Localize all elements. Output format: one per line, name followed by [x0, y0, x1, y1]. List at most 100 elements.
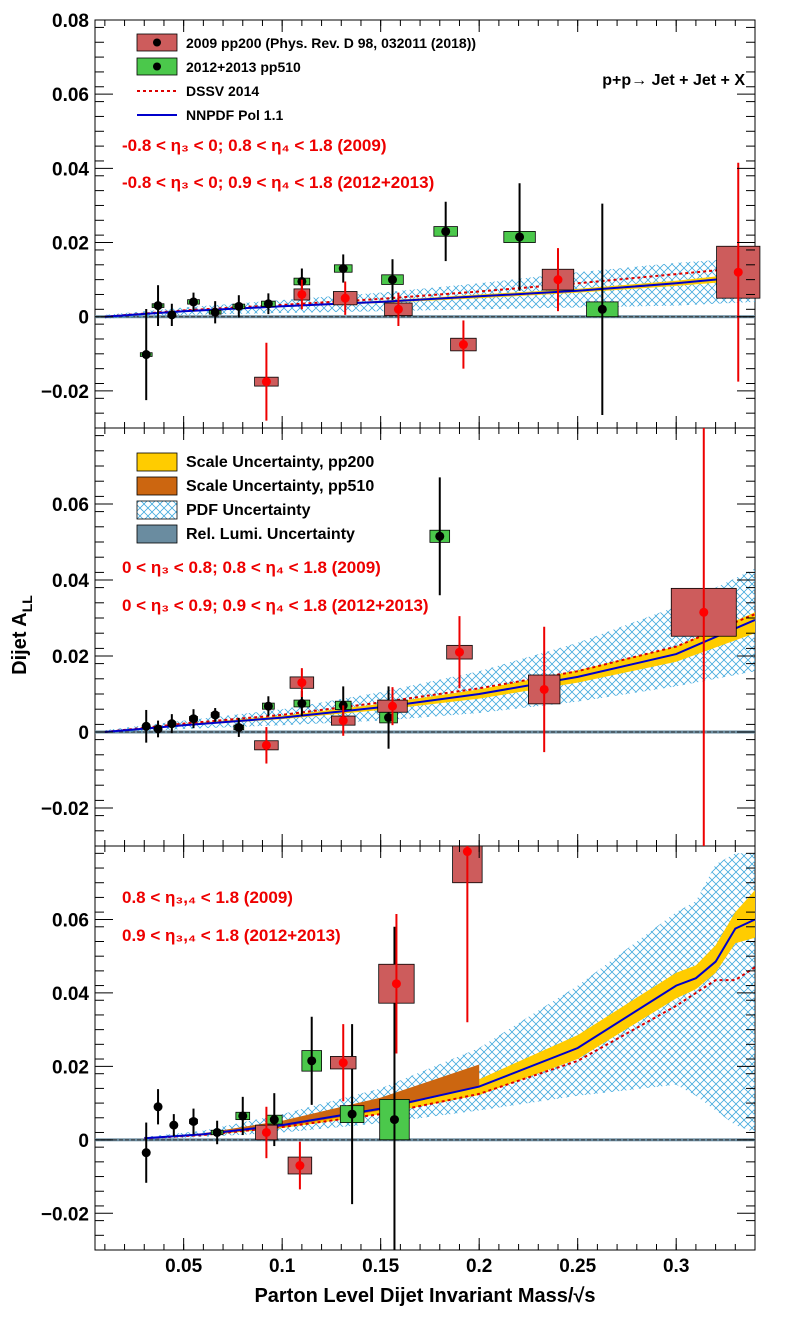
pp200-point-marker	[387, 701, 397, 711]
y-tick-label: 0.04	[52, 159, 89, 180]
y-tick-label: 0.04	[52, 984, 89, 1005]
pdf-band	[104, 568, 755, 734]
legend-label-nnpdf: NNPDF Pol 1.1	[186, 107, 283, 123]
dssv-curve	[104, 265, 756, 318]
pp510-point-marker	[212, 1127, 222, 1137]
pp510-point-marker	[234, 722, 244, 732]
y-tick-label: 0.02	[52, 647, 89, 668]
y-tick-label: 0.08	[52, 11, 89, 32]
process-label: p+p→ Jet + Jet + X	[602, 72, 745, 89]
pp200-point-marker	[454, 647, 464, 657]
panel-3-label-2012: 0.9 < η₃,₄ < 1.8 (2012+2013)	[122, 926, 341, 945]
panel-1-label-2009: -0.8 < η₃ < 0; 0.8 < η₄ < 1.8 (2009)	[122, 136, 387, 155]
y-tick-label: 0	[78, 1131, 89, 1152]
pp510-point-marker	[189, 297, 199, 307]
pp510-point-marker	[384, 713, 394, 723]
legend-swatch-scale-pp200	[136, 452, 178, 472]
y-tick-label: 0	[78, 308, 89, 329]
x-tick-label: 0.3	[663, 1256, 689, 1277]
pp510-point-marker	[389, 1115, 399, 1125]
pp510-point-marker	[387, 275, 397, 285]
pp200-point-marker	[338, 1058, 348, 1068]
y-tick-label: 0.06	[52, 85, 89, 106]
pp200-point-marker	[391, 979, 401, 989]
pp510-point-marker	[141, 1148, 151, 1158]
pp510-point-marker	[597, 304, 607, 314]
panel-3-label-2009: 0.8 < η₃,₄ < 1.8 (2009)	[122, 888, 293, 907]
x-tick-label: 0.1	[269, 1256, 296, 1277]
pp510-point-marker	[153, 1102, 163, 1112]
legend-label-pp200: 2009 pp200 (Phys. Rev. D 98, 032011 (201…	[186, 35, 476, 51]
legend-label-scale-pp510: Scale Uncertainty, pp510	[186, 478, 374, 495]
pp510-point-marker	[263, 299, 273, 309]
legend-label-lumi: Rel. Lumi. Uncertainty	[186, 526, 355, 543]
legend-swatch-lumi	[136, 524, 178, 544]
pp200-point-marker	[297, 289, 307, 299]
x-axis-label: Parton Level Dijet Invariant Mass/√s	[254, 1285, 595, 1307]
pp510-point-marker	[307, 1056, 317, 1066]
y-tick-label: 0.06	[52, 495, 89, 516]
pdf-band	[144, 853, 756, 1140]
pp200-point-marker	[462, 847, 472, 857]
y-tick-label: −0.02	[41, 1204, 89, 1225]
pp510-point-marker	[297, 699, 307, 708]
pp510-point-marker	[234, 301, 244, 311]
x-tick-label: 0.25	[559, 1256, 596, 1277]
legend-label-scale-pp200: Scale Uncertainty, pp200	[186, 454, 374, 471]
panel-2-label-2009: 0 < η₃ < 0.8; 0.8 < η₄ < 1.8 (2009)	[122, 558, 381, 577]
pp200-point-marker	[261, 1127, 271, 1137]
pp510-point-marker	[210, 710, 220, 720]
pp200-point-marker	[261, 377, 271, 387]
y-tick-label: 0.04	[52, 571, 89, 592]
pp510-point-marker	[153, 301, 163, 311]
legend-swatch-pdf	[136, 500, 178, 520]
pp200-point-marker	[458, 340, 468, 350]
y-tick-label: −0.02	[41, 799, 89, 820]
pp510-point-marker	[338, 264, 348, 274]
y-tick-label: 0.06	[52, 910, 89, 931]
scale-pp200-band	[104, 612, 755, 732]
panel-1-label-2012: -0.8 < η₃ < 0; 0.9 < η₄ < 1.8 (2012+2013…	[122, 173, 434, 192]
y-axis-label: Dijet ALL	[9, 595, 35, 675]
pp200-point-marker	[295, 1161, 305, 1171]
y-tick-label: 0.02	[52, 234, 89, 255]
pp510-point-marker	[141, 350, 151, 360]
x-tick-label: 0.05	[165, 1256, 202, 1277]
pp510-point-marker	[167, 719, 177, 729]
pp200-point-marker	[340, 293, 350, 303]
pp200-point-marker	[553, 275, 563, 285]
pp510-point-marker	[189, 714, 199, 724]
x-tick-label: 0.2	[466, 1256, 492, 1277]
pp200-point-marker	[393, 304, 403, 314]
legend-marker-pp200	[153, 38, 161, 47]
legend-label-pp510: 2012+2013 pp510	[186, 59, 301, 75]
x-tick-label: 0.15	[362, 1256, 399, 1277]
legend-middle: Scale Uncertainty, pp200 Scale Uncertain…	[136, 452, 374, 544]
pp510-point-marker	[263, 701, 273, 711]
dssv-curve	[144, 966, 756, 1140]
legend-label-pdf: PDF Uncertainty	[186, 502, 311, 519]
pp510-point-marker	[238, 1111, 248, 1121]
pp510-point-marker	[153, 724, 163, 734]
legend-marker-pp510	[153, 62, 161, 71]
legend-swatch-scale-pp510	[136, 476, 178, 496]
pp200-point-marker	[699, 607, 709, 617]
pp510-point-marker	[210, 307, 220, 317]
pp510-point-marker	[515, 232, 525, 242]
pp510-point-marker	[169, 1120, 179, 1130]
nnpdf-curve	[104, 274, 756, 318]
pp200-point-marker	[733, 267, 743, 277]
pp510-point-marker	[435, 531, 445, 541]
pp200-point-marker	[539, 684, 549, 694]
legend-top: 2009 pp200 (Phys. Rev. D 98, 032011 (201…	[136, 33, 476, 123]
y-tick-label: 0.02	[52, 1057, 89, 1078]
pp510-point-marker	[167, 310, 177, 320]
y-tick-label: −0.02	[41, 382, 89, 403]
pp200-point-marker	[261, 740, 271, 750]
pp510-point-marker	[269, 1115, 279, 1125]
pp200-point-marker	[338, 716, 348, 726]
y-tick-label: 0	[78, 723, 89, 744]
nnpdf-curve	[104, 618, 756, 733]
pp510-point-marker	[141, 721, 151, 731]
